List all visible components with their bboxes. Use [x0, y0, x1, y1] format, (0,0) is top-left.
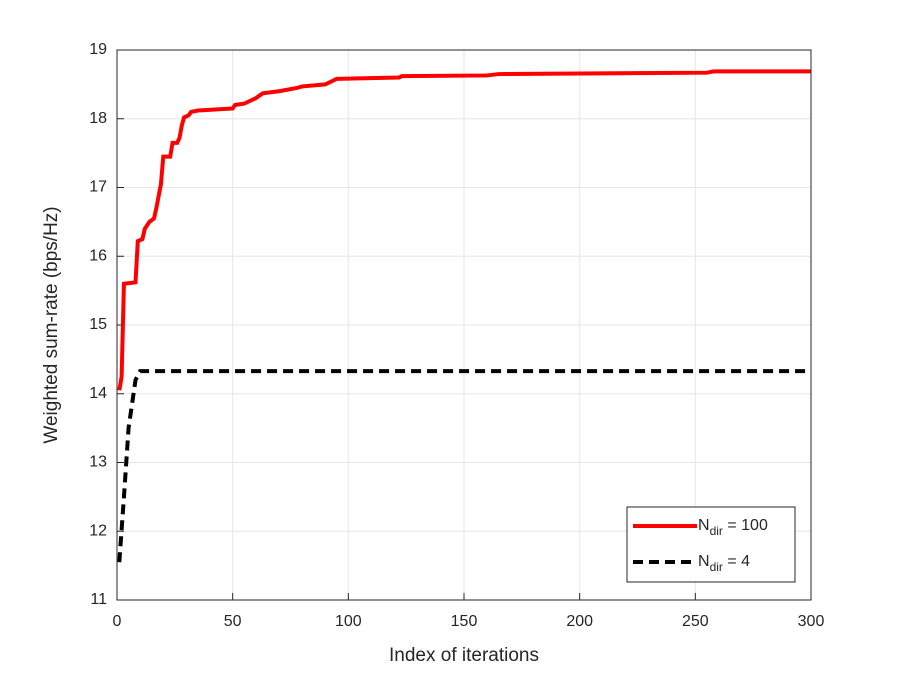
x-tick-label: 150 [451, 613, 478, 630]
axes-box [116, 49, 812, 601]
y-tick-label: 11 [90, 591, 107, 608]
x-tick-label: 200 [566, 613, 593, 630]
y-tick-label: 14 [89, 385, 107, 402]
x-tick-label: 0 [113, 613, 122, 630]
x-tick-label: 250 [682, 613, 709, 630]
x-tick-label: 50 [224, 613, 242, 630]
legend-label: Ndir = 100 [698, 517, 768, 538]
y-tick-label: 13 [89, 454, 107, 471]
line-series [117, 369, 811, 563]
y-axis-label: Weighted sum-rate (bps/Hz) [41, 206, 62, 443]
y-tick-label: 17 [89, 179, 107, 196]
legend-label: Ndir = 4 [698, 553, 750, 574]
legend-box [626, 506, 796, 583]
y-tick-label: 12 [89, 522, 107, 539]
y-tick-label: 15 [89, 316, 107, 333]
y-tick-label: 16 [89, 247, 107, 264]
y-tick-label: 18 [89, 110, 107, 127]
x-tick-label: 300 [798, 613, 825, 630]
x-axis-label: Index of iterations [389, 645, 539, 666]
x-tick-label: 100 [335, 613, 362, 630]
line-series [117, 69, 811, 391]
y-tick-label: 19 [89, 41, 107, 58]
